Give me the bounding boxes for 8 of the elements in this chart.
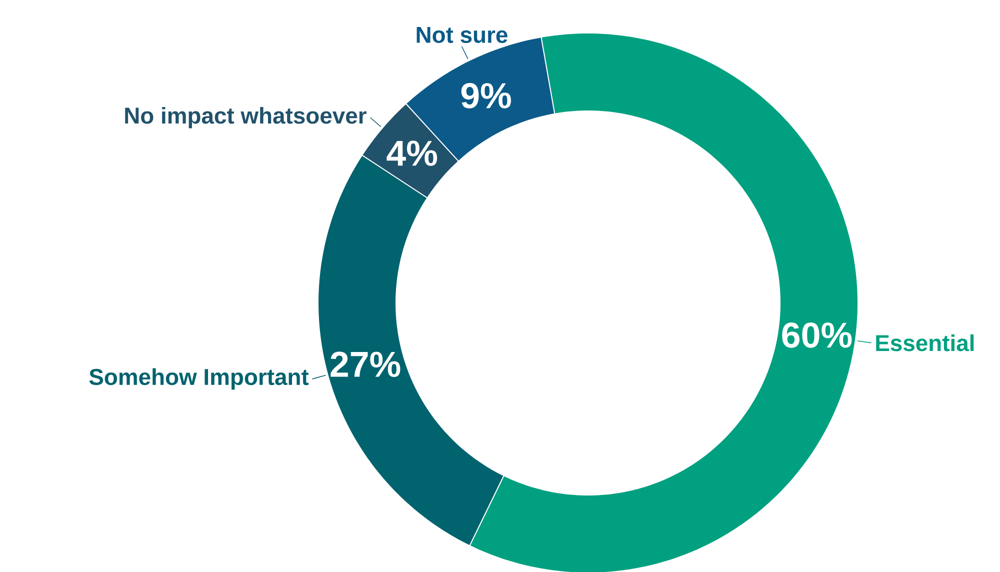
data-label: 60% <box>782 322 852 348</box>
slice-label: Not sure <box>416 26 508 43</box>
data-label: 9% <box>461 83 511 108</box>
data-label: 27% <box>330 352 400 377</box>
data-label: 4% <box>386 140 438 166</box>
slice-label: Essential <box>876 334 974 352</box>
slice-label: Somehow Important <box>89 368 309 390</box>
slice-label: No impact whatsoever <box>125 106 366 128</box>
